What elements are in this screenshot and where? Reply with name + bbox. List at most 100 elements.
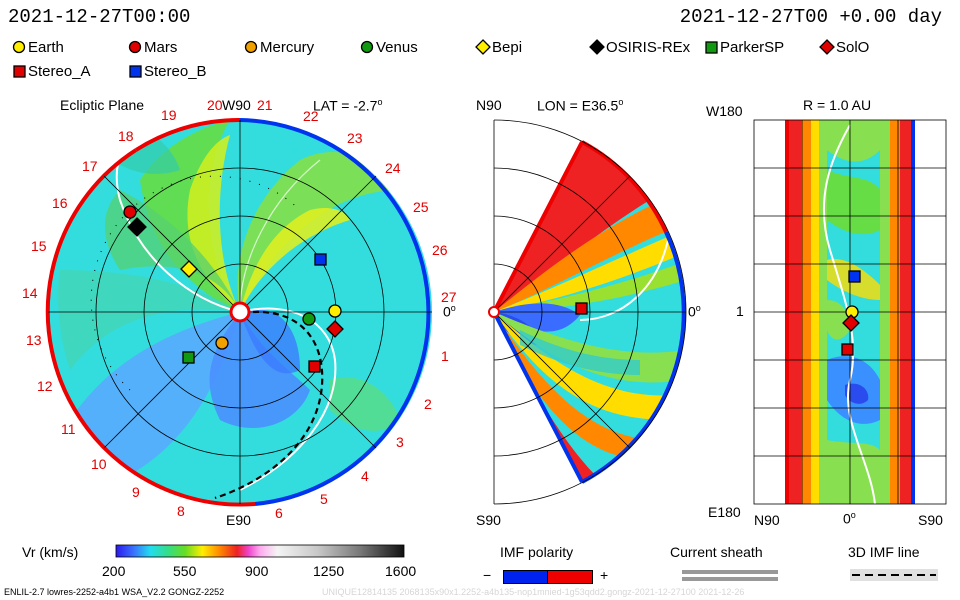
one-au-x-label: 0o xyxy=(843,510,856,527)
imf-line-title: 3D IMF line xyxy=(848,544,920,560)
right-timestamp: 2021-12-27T00 +0.00 day xyxy=(679,6,942,28)
circle-icon xyxy=(128,40,142,54)
meridional-lon-label: LON = E36.5o xyxy=(537,97,623,114)
hour-label: 14 xyxy=(22,285,38,301)
hour-label: 20 xyxy=(207,97,223,113)
legend-mercury: Mercury xyxy=(244,39,314,56)
legend-label: ParkerSP xyxy=(720,39,785,56)
current-sheath-line xyxy=(682,577,778,581)
mars-marker xyxy=(123,205,137,219)
hour-label: 21 xyxy=(257,97,273,113)
one-au-x-label: N90 xyxy=(754,512,780,528)
colorbar-tick: 900 xyxy=(245,563,269,579)
sun-icon xyxy=(488,306,500,318)
legend-label: Stereo_A xyxy=(28,63,91,80)
legend-label: OSIRIS-REx xyxy=(606,39,691,56)
left-timestamp: 2021-12-27T00:00 xyxy=(8,6,191,28)
colorbar-tick: 550 xyxy=(173,563,197,579)
lat-value: LAT = -2.7 xyxy=(313,97,378,114)
sun-icon xyxy=(229,301,251,323)
one-au-r-label: R = 1.0 AU xyxy=(803,97,872,113)
stereo-a-marker xyxy=(841,343,854,356)
stereo-a-marker xyxy=(575,302,588,315)
imf-positive-swatch xyxy=(547,570,593,584)
imf-plus: + xyxy=(600,567,609,583)
hour-label: 9 xyxy=(132,484,140,500)
square-icon xyxy=(129,65,142,78)
footer-right: UNIQUE12814135 2068135x90x1.2252-a4b135-… xyxy=(322,587,745,597)
hour-label: 2 xyxy=(424,396,432,412)
square-icon xyxy=(705,41,718,54)
solo-marker xyxy=(326,320,344,338)
meridional-top-label: N90 xyxy=(476,97,502,113)
one-au-mid-label: 1 xyxy=(736,303,744,319)
current-sheath-line xyxy=(682,570,778,574)
hour-label: 12 xyxy=(37,378,53,394)
x-zero: 0 xyxy=(843,510,851,527)
legend-label: Stereo_B xyxy=(144,63,207,80)
hour-label: 11 xyxy=(61,421,76,437)
circle-icon xyxy=(360,40,374,54)
one-au-bottom-label: E180 xyxy=(708,504,741,520)
legend-stereo-a: Stereo_A xyxy=(12,63,91,80)
degree-mark: o xyxy=(618,97,624,107)
square-icon xyxy=(13,65,26,78)
current-sheath-title: Current sheath xyxy=(670,544,763,560)
osiris-rex-marker xyxy=(127,217,147,237)
stereo-b-marker xyxy=(848,270,861,283)
hour-label: 18 xyxy=(118,128,134,144)
legend-parkersp: ParkerSP xyxy=(704,39,784,56)
hour-label: 15 xyxy=(31,238,47,254)
degree-mark: o xyxy=(450,303,456,313)
colorbar-tick: 1600 xyxy=(385,563,417,579)
circle-icon xyxy=(12,40,26,54)
colorbar-tick: 1250 xyxy=(313,563,345,579)
ecliptic-title: Ecliptic Plane xyxy=(60,97,145,113)
venus-marker xyxy=(302,312,316,326)
stereo-b-marker xyxy=(314,253,327,266)
hour-label: 25 xyxy=(413,199,429,215)
meridional-bottom-label: S90 xyxy=(476,512,501,528)
legend-label: Earth xyxy=(28,39,64,56)
parkersp-marker xyxy=(182,351,195,364)
legend-label: Mercury xyxy=(260,39,315,56)
diamond-icon xyxy=(475,39,491,55)
ecliptic-top-label: W90 xyxy=(222,97,251,113)
one-au-x-label: S90 xyxy=(918,512,943,528)
hour-label: 26 xyxy=(432,242,448,258)
colorbar-tick: 200 xyxy=(102,563,126,579)
circle-icon xyxy=(244,40,258,54)
ecliptic-right-label: 0o xyxy=(443,303,456,320)
diamond-icon xyxy=(589,39,605,55)
degree-mark: o xyxy=(850,510,856,520)
hour-label: 4 xyxy=(361,468,369,484)
degree-mark: o xyxy=(377,97,383,107)
hour-label: 5 xyxy=(320,491,328,507)
degree-mark: o xyxy=(695,303,701,313)
legend-label: Bepi xyxy=(492,39,523,56)
one-au-top-label: W180 xyxy=(706,103,743,119)
legend-bepi: Bepi xyxy=(474,39,522,56)
hour-label: 22 xyxy=(303,108,319,124)
meridional-right-label: 0o xyxy=(688,303,701,320)
imf-polarity-title: IMF polarity xyxy=(500,544,574,560)
legend-solo: SolO xyxy=(818,39,869,56)
hour-label: 23 xyxy=(347,130,363,146)
bepi-marker xyxy=(180,260,198,278)
hour-label: 16 xyxy=(52,195,68,211)
diamond-icon xyxy=(819,39,835,55)
earth-marker xyxy=(328,304,342,318)
hour-label: 10 xyxy=(91,456,107,472)
stereo-a-marker xyxy=(308,360,321,373)
colorbar-label: Vr (km/s) xyxy=(22,544,79,560)
legend-label: Venus xyxy=(376,39,418,56)
ecliptic-bottom-label: E90 xyxy=(226,512,251,528)
mercury-marker xyxy=(215,336,229,350)
footer-left: ENLIL-2.7 lowres-2252-a4b1 WSA_V2.2 GONG… xyxy=(4,587,225,597)
solo-marker xyxy=(842,314,860,332)
hour-label: 17 xyxy=(82,158,98,174)
